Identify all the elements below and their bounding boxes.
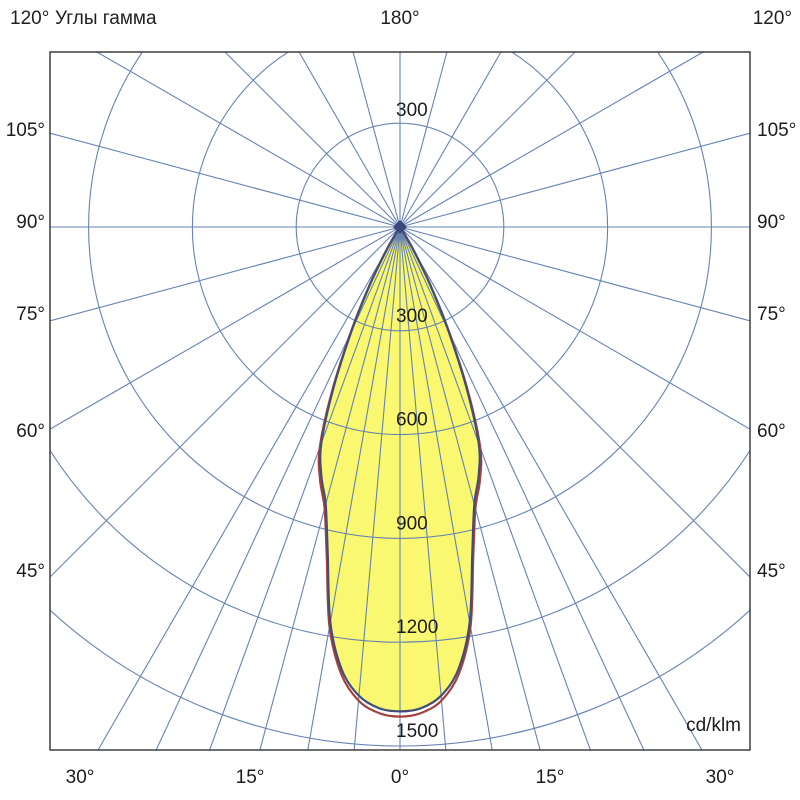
units-label: cd/klm [686,715,741,736]
gamma-fine-line--20 [209,226,401,750]
side-angle-label-left-60: 60° [16,421,45,442]
gamma-line-15 [399,226,541,750]
gamma-line-195 [352,52,401,228]
bottom-angle-label-1: 15° [236,767,265,788]
side-angle-label-left-75: 75° [16,304,45,325]
side-angle-label-right-75: 75° [757,304,786,325]
gamma-line-150 [399,52,502,228]
corner-angle-label-left: 120° [10,8,50,29]
side-angle-label-left-90: 90° [16,212,45,233]
gamma-line-240 [96,52,401,228]
side-angle-label-right-60: 60° [757,421,786,442]
side-angle-label-right-90: 90° [757,212,786,233]
gamma-fine-line-5 [399,226,447,750]
gamma-fine-line--10 [307,226,401,750]
gamma-line-210 [298,52,401,228]
gamma-line-285 [50,226,401,322]
corner-angle-label-right: 120° [752,8,792,29]
polar-grid [50,52,750,750]
center-marker [393,220,407,234]
ring-label-upper-300: 300 [396,100,428,121]
side-angle-label-left-105: 105° [6,120,45,141]
ring-label-600: 600 [396,410,428,431]
bottom-angle-label-0: 30° [66,767,95,788]
bottom-angle-label-3: 15° [536,767,565,788]
chart-title: Углы гамма [55,8,157,29]
bottom-angle-label-2: 0° [391,767,409,788]
ring-label-900: 900 [396,513,428,534]
gamma-line-165 [399,52,448,228]
ring-label-1500: 1500 [396,721,438,742]
gamma-line-60 [399,226,750,430]
gamma-line-45 [399,226,750,578]
gamma-line-135 [399,52,576,228]
bottom-angle-label-4: 30° [706,767,735,788]
gamma-line-315 [50,226,401,578]
top-center-angle-label: 180° [380,8,420,29]
gamma-line-345 [259,226,401,750]
gamma-line-255 [50,132,401,228]
gamma-line-30 [399,226,703,750]
gamma-fine-line-25 [399,226,645,750]
gamma-fine-line--5 [353,226,401,750]
ring-label-300: 300 [396,306,428,327]
gamma-line-225 [224,52,401,228]
side-angle-label-right-45: 45° [757,561,786,582]
gamma-fine-line-10 [399,226,493,750]
gamma-line-75 [399,226,750,322]
gamma-line-300 [50,226,401,430]
gamma-fine-line-20 [399,226,591,750]
gamma-line-120 [399,52,704,228]
gamma-line-330 [97,226,401,750]
luminous-intensity-curve-blue [319,225,481,713]
gamma-line-105 [399,132,750,228]
side-angle-label-right-105: 105° [757,120,796,141]
plot-border [49,51,751,751]
side-angle-label-left-45: 45° [16,561,45,582]
ring-label-1200: 1200 [396,617,438,638]
gamma-fine-line--25 [155,226,401,750]
